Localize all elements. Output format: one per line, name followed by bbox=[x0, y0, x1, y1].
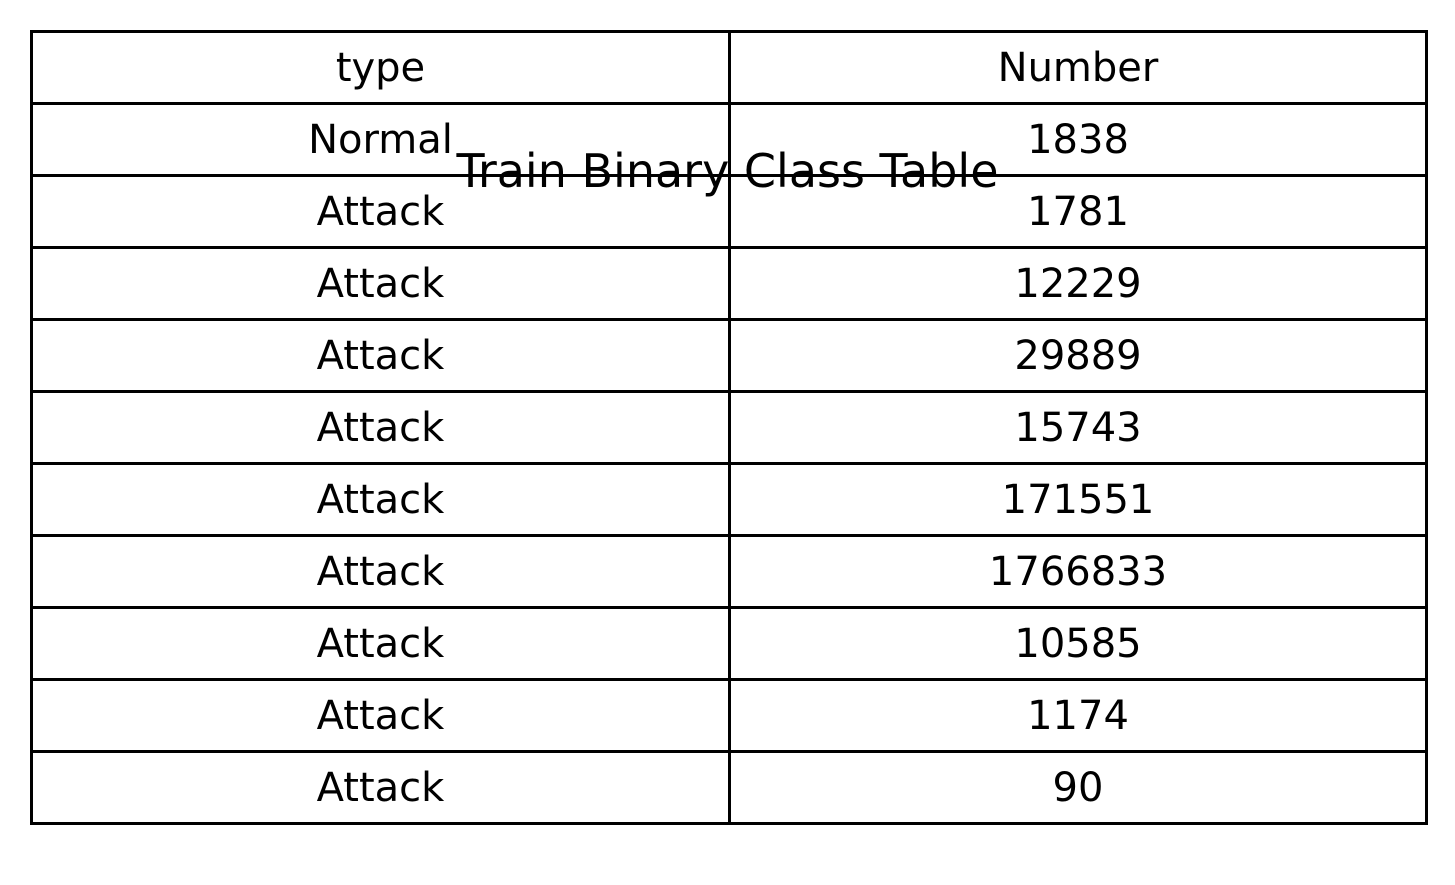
table-body: Normal 1838 Attack 1781 Attack 12229 Attack 298… bbox=[30, 102, 1428, 825]
cell-type: Attack bbox=[30, 390, 731, 465]
table-row: Attack 29889 bbox=[30, 318, 1428, 393]
cell-type: Attack bbox=[30, 606, 731, 681]
cell-number: 12229 bbox=[728, 246, 1428, 321]
class-table: type Number Normal 1838 Attack 1781 Attack 12… bbox=[30, 30, 1428, 825]
cell-type: Attack bbox=[30, 246, 731, 321]
cell-type: Attack bbox=[30, 174, 731, 249]
cell-type: Attack bbox=[30, 534, 731, 609]
cell-number: 90 bbox=[728, 750, 1428, 825]
cell-type: Attack bbox=[30, 678, 731, 753]
cell-number: 1781 bbox=[728, 174, 1428, 249]
cell-number: 10585 bbox=[728, 606, 1428, 681]
cell-type: Attack bbox=[30, 318, 731, 393]
cell-number: 29889 bbox=[728, 318, 1428, 393]
table-row: Attack 171551 bbox=[30, 462, 1428, 537]
table-row: Attack 12229 bbox=[30, 246, 1428, 321]
table-row: Attack 1781 bbox=[30, 174, 1428, 249]
table-row: Attack 1174 bbox=[30, 678, 1428, 753]
table-row: Attack 15743 bbox=[30, 390, 1428, 465]
cell-number: 171551 bbox=[728, 462, 1428, 537]
cell-type: Normal bbox=[30, 102, 731, 177]
table-header-row: type Number bbox=[30, 30, 1428, 105]
column-header-type: type bbox=[30, 30, 731, 105]
column-header-number: Number bbox=[728, 30, 1428, 105]
cell-type: Attack bbox=[30, 462, 731, 537]
cell-number: 1838 bbox=[728, 102, 1428, 177]
cell-number: 1174 bbox=[728, 678, 1428, 753]
cell-number: 15743 bbox=[728, 390, 1428, 465]
cell-type: Attack bbox=[30, 750, 731, 825]
table-row: Normal 1838 bbox=[30, 102, 1428, 177]
cell-number: 1766833 bbox=[728, 534, 1428, 609]
table-row: Attack 10585 bbox=[30, 606, 1428, 681]
table-row: Attack 1766833 bbox=[30, 534, 1428, 609]
table-row: Attack 90 bbox=[30, 750, 1428, 825]
